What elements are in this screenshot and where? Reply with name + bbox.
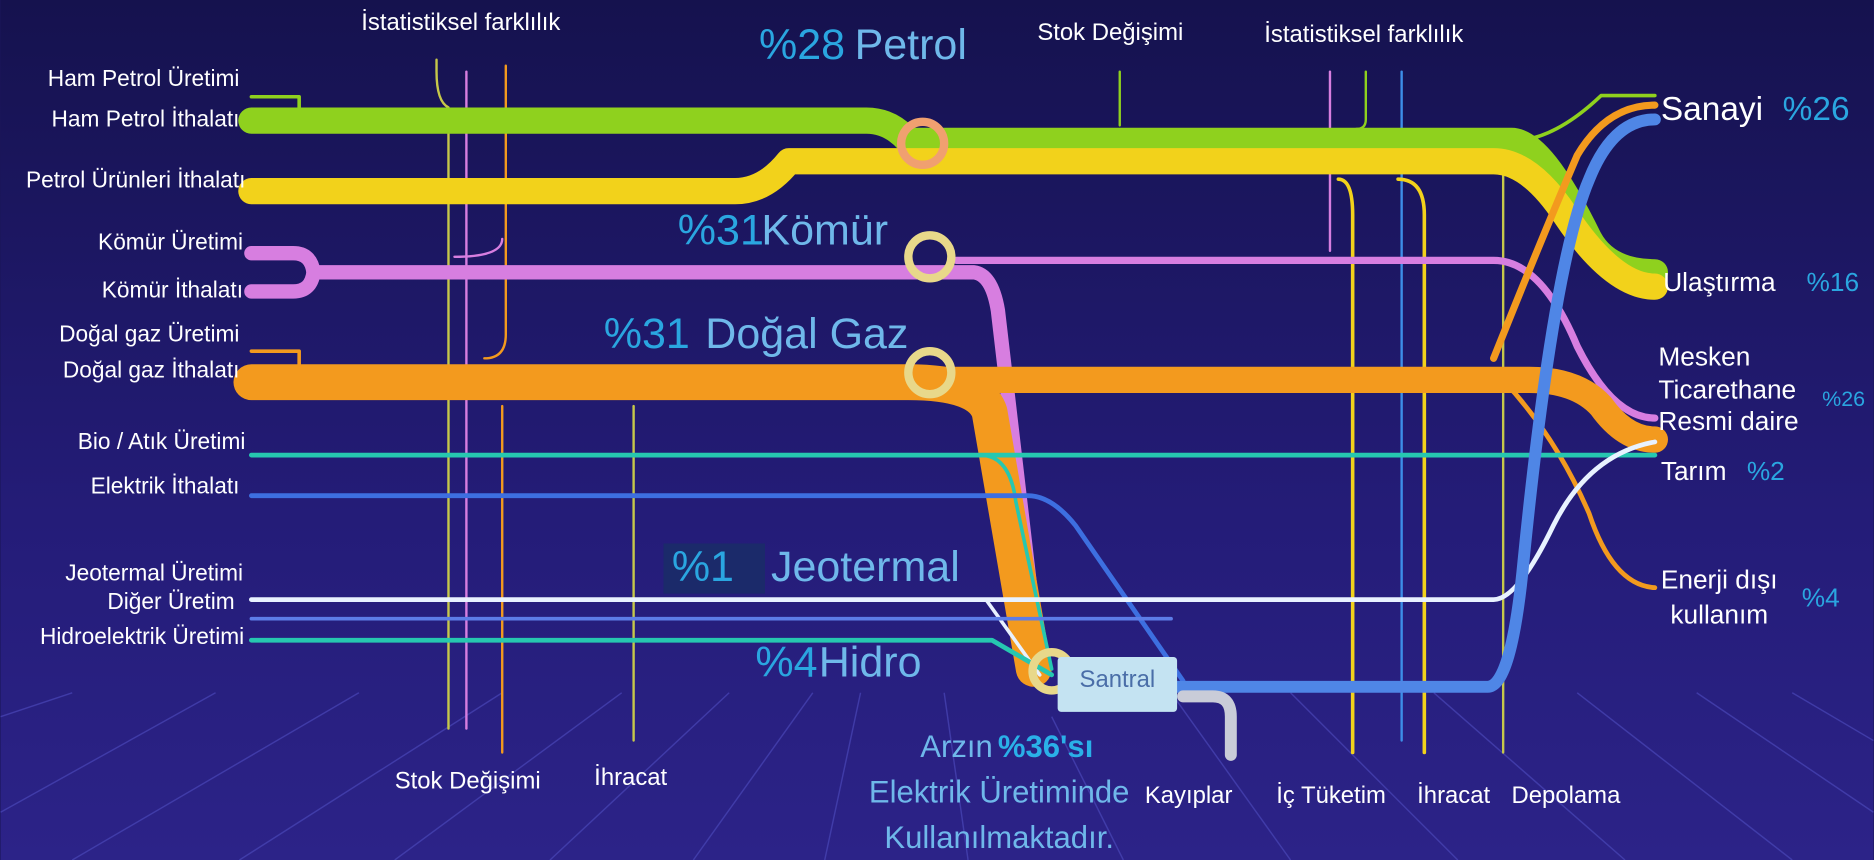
bottom-label: İhracat	[594, 764, 667, 791]
fuel-name: Jeotermal	[771, 543, 960, 591]
source-label: Elektrik İthalatı	[91, 472, 240, 498]
note-text: Elektrik Üretiminde	[869, 775, 1130, 810]
sector-label: kullanım	[1670, 599, 1768, 629]
sector-label: Mesken	[1658, 341, 1750, 371]
bottom-label: Depolama	[1512, 782, 1622, 809]
source-label: Doğal gaz İthalatı	[63, 356, 240, 382]
sector-share: %2	[1747, 456, 1785, 486]
fuel-name: Doğal Gaz	[705, 310, 908, 358]
top-label: Stok Değişimi	[1037, 19, 1183, 46]
sector-share: %16	[1807, 267, 1860, 297]
bottom-label: İç Tüketim	[1276, 782, 1386, 809]
fuel-share: %1	[672, 543, 734, 591]
plant-box	[1057, 656, 1178, 712]
top-label: İstatistiksel farklılık	[361, 9, 560, 36]
fuel-share: %28	[759, 21, 845, 69]
source-label: Doğal gaz Üretimi	[59, 321, 239, 347]
floor-grid	[0, 692, 1874, 860]
source-label: Bio / Atık Üretimi	[78, 428, 246, 454]
source-label: Ham Petrol Üretimi	[48, 65, 240, 91]
source-label: Petrol Ürünleri İthalatı	[26, 167, 245, 193]
sector-label: Ulaştırma	[1663, 267, 1776, 297]
sector-share: %4	[1802, 583, 1840, 613]
note-text: Kullanılmaktadır.	[884, 820, 1114, 855]
source-label: Diğer Üretim	[107, 588, 234, 614]
sector-label: Tarım	[1661, 456, 1727, 486]
sector-label: Enerji dışı	[1661, 565, 1778, 595]
bottom-label: Kayıplar	[1145, 782, 1233, 809]
fuel-name: Kömür	[761, 206, 888, 254]
sector-share: %26	[1822, 387, 1865, 411]
sector-label: Ticarethane	[1658, 375, 1796, 405]
share-box	[663, 543, 765, 594]
bottom-label: Stok Değişimi	[395, 768, 541, 795]
sector-label: Resmi daire	[1658, 406, 1798, 436]
plant-label: Santral	[1080, 666, 1156, 693]
fuel-share: %4	[755, 639, 817, 687]
bottom-label: İhracat	[1417, 782, 1490, 809]
fuel-name: Petrol	[855, 21, 967, 69]
note-text: Arzın	[920, 729, 992, 764]
sector-label: Sanayi	[1661, 91, 1763, 128]
fuel-share: %31	[604, 310, 690, 358]
source-label: Kömür Üretimi	[98, 229, 243, 255]
source-label: Hidroelektrik Üretimi	[40, 623, 244, 649]
source-label: Kömür İthalatı	[102, 276, 243, 302]
source-label: Jeotermal Üretimi	[65, 560, 243, 586]
fuel-name: Hidro	[819, 639, 922, 687]
source-label: Ham Petrol İthalatı	[52, 106, 240, 132]
sector-share: %26	[1783, 91, 1850, 128]
note-share: %36'sı	[998, 729, 1093, 764]
top-label: İstatistiksel farklılık	[1264, 21, 1463, 48]
fuel-share: %31	[678, 206, 764, 254]
